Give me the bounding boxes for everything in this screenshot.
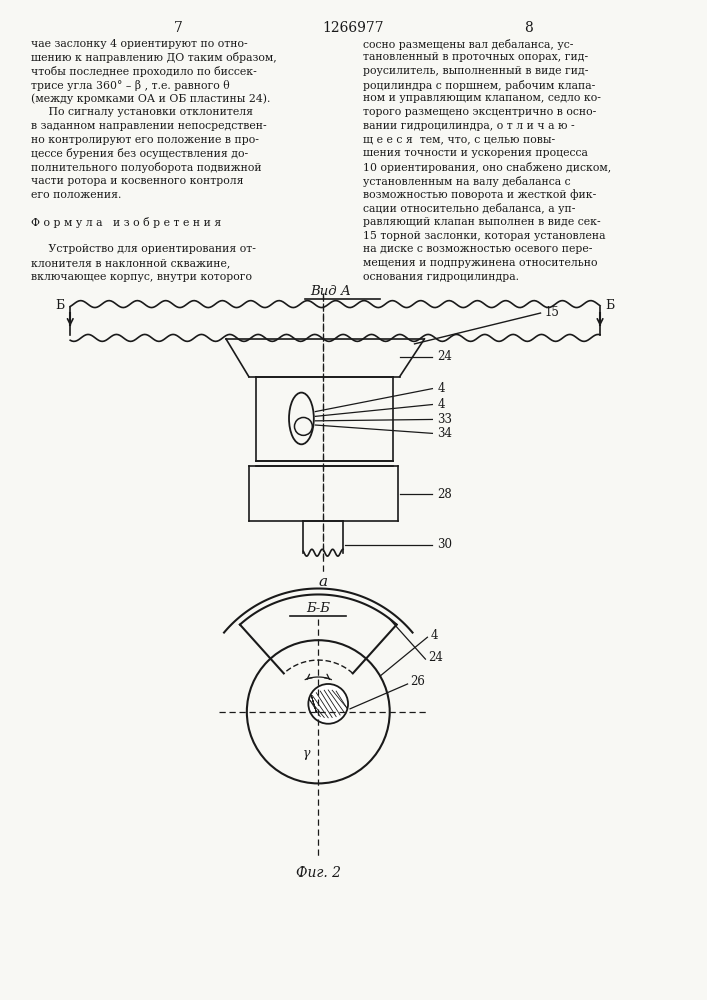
Text: трисе угла 360° – β , т.е. равного θ: трисе угла 360° – β , т.е. равного θ [30,80,229,91]
Text: клонителя в наклонной скважине,: клонителя в наклонной скважине, [30,258,230,268]
Text: но контролируют его положение в про-: но контролируют его положение в про- [30,135,259,145]
Text: 30: 30 [438,538,452,551]
Text: возможностью поворота и жесткой фик-: возможностью поворота и жесткой фик- [363,190,596,200]
Text: 10 ориентирования, оно снабжено диском,: 10 ориентирования, оно снабжено диском, [363,162,611,173]
Text: Устройство для ориентирования от-: Устройство для ориентирования от- [30,244,255,254]
Text: сации относительно дебаланса, а уп-: сации относительно дебаланса, а уп- [363,203,575,214]
Text: чтобы последнее проходило по биссек-: чтобы последнее проходило по биссек- [30,66,257,77]
Text: 4: 4 [438,382,445,395]
Text: 24: 24 [428,651,443,664]
Text: 7: 7 [174,21,183,35]
Text: установленным на валу дебаланса с: установленным на валу дебаланса с [363,176,571,187]
Text: Вид А: Вид А [310,285,351,298]
Text: сосно размещены вал дебаланса, ус-: сосно размещены вал дебаланса, ус- [363,39,573,50]
Text: основания гидроцилиндра.: основания гидроцилиндра. [363,272,519,282]
Text: 33: 33 [438,413,452,426]
Text: 34: 34 [438,427,452,440]
Text: шения точности и ускорения процесса: шения точности и ускорения процесса [363,148,588,158]
Text: ном и управляющим клапаном, седло ко-: ном и управляющим клапаном, седло ко- [363,93,601,103]
Text: а: а [319,575,328,589]
Text: 28: 28 [438,488,452,501]
Text: включающее корпус, внутри которого: включающее корпус, внутри которого [30,272,252,282]
Text: Б: Б [605,299,614,312]
Text: вании гидроцилиндра, о т л и ч а ю -: вании гидроцилиндра, о т л и ч а ю - [363,121,575,131]
Text: 1266977: 1266977 [322,21,384,35]
Text: торого размещено эксцентрично в осно-: торого размещено эксцентрично в осно- [363,107,596,117]
Text: 4: 4 [438,398,445,411]
Text: на диске с возможностью осевого пере-: на диске с возможностью осевого пере- [363,244,592,254]
Text: (между кромками ОА и ОБ пластины 24).: (между кромками ОА и ОБ пластины 24). [30,93,270,104]
Text: 4: 4 [431,629,438,642]
Text: шению к направлению ДО таким образом,: шению к направлению ДО таким образом, [30,52,276,63]
Text: 15: 15 [544,306,559,319]
Text: Ф о р м у л а   и з о б р е т е н и я: Ф о р м у л а и з о б р е т е н и я [30,217,221,228]
Text: полнительного полуоборота подвижной: полнительного полуоборота подвижной [30,162,261,173]
Text: части ротора и косвенного контроля: части ротора и косвенного контроля [30,176,243,186]
Text: γ: γ [303,747,310,760]
Text: равляющий клапан выполнен в виде сек-: равляющий клапан выполнен в виде сек- [363,217,600,227]
Text: его положения.: его положения. [30,190,121,200]
Text: щ е е с я  тем, что, с целью повы-: щ е е с я тем, что, с целью повы- [363,135,555,145]
Text: Фиг. 2: Фиг. 2 [296,866,341,880]
Text: роцилиндра с поршнем, рабочим клапа-: роцилиндра с поршнем, рабочим клапа- [363,80,595,91]
Text: 24: 24 [438,350,452,363]
Text: 8: 8 [524,21,533,35]
Text: Б-Б: Б-Б [306,602,330,615]
Text: По сигналу установки отклонителя: По сигналу установки отклонителя [30,107,252,117]
Text: чае заслонку 4 ориентируют по отно-: чае заслонку 4 ориентируют по отно- [30,39,247,49]
Text: Б: Б [56,299,65,312]
Circle shape [308,684,348,724]
Text: цессе бурения без осуществления до-: цессе бурения без осуществления до- [30,148,247,159]
Text: 15 торной заслонки, которая установлена: 15 торной заслонки, которая установлена [363,231,605,241]
Text: мещения и подпружинена относительно: мещения и подпружинена относительно [363,258,597,268]
Text: роусилитель, выполненный в виде гид-: роусилитель, выполненный в виде гид- [363,66,588,76]
Text: тановленный в проточных опорах, гид-: тановленный в проточных опорах, гид- [363,52,588,62]
Text: в заданном направлении непосредствен-: в заданном направлении непосредствен- [30,121,266,131]
Text: 26: 26 [411,675,426,688]
